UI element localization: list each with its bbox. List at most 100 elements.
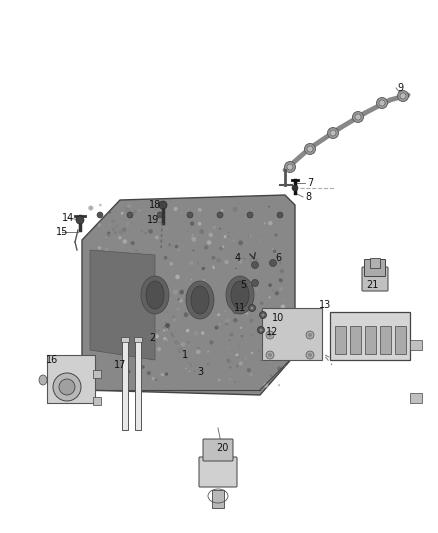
Circle shape [353,111,364,123]
Circle shape [126,260,131,264]
Circle shape [187,302,188,303]
Circle shape [208,233,213,237]
Circle shape [159,278,161,281]
Circle shape [261,313,265,317]
Circle shape [180,212,182,214]
Circle shape [151,341,152,342]
Circle shape [242,309,244,310]
Circle shape [126,345,131,350]
Circle shape [169,262,173,266]
Circle shape [226,346,229,349]
Circle shape [145,338,148,341]
Bar [93,397,101,405]
Circle shape [165,373,168,376]
Ellipse shape [146,281,164,309]
Circle shape [233,277,236,280]
Circle shape [236,365,238,367]
Circle shape [251,350,253,352]
Bar [262,308,322,360]
Circle shape [134,262,138,267]
Circle shape [179,298,183,303]
Circle shape [276,312,281,317]
Circle shape [259,311,266,319]
Circle shape [276,323,279,326]
Circle shape [225,322,229,325]
Circle shape [191,279,192,280]
Bar [330,312,410,360]
Circle shape [233,311,237,315]
Circle shape [284,299,286,300]
Circle shape [306,331,314,339]
Circle shape [304,143,315,155]
Circle shape [118,331,121,334]
Circle shape [125,299,127,302]
Bar [370,258,380,268]
Circle shape [139,210,140,211]
Text: 13: 13 [319,300,331,310]
Circle shape [167,385,169,387]
Circle shape [171,298,172,300]
Circle shape [155,379,157,381]
Circle shape [98,223,101,227]
Circle shape [328,127,339,139]
Circle shape [212,266,215,269]
Circle shape [279,350,283,354]
Circle shape [177,308,180,310]
Circle shape [280,269,284,273]
Circle shape [269,374,272,377]
Circle shape [106,280,107,281]
Circle shape [400,93,406,99]
Circle shape [330,130,336,136]
Circle shape [196,350,201,354]
Circle shape [231,284,234,287]
Circle shape [125,222,130,226]
Circle shape [141,365,145,369]
Circle shape [188,370,191,373]
Circle shape [155,334,159,338]
Circle shape [287,164,293,170]
Circle shape [100,255,102,257]
Circle shape [283,365,286,367]
Circle shape [248,302,253,306]
Circle shape [398,91,409,101]
Circle shape [107,231,110,235]
Circle shape [116,224,119,228]
Circle shape [110,274,115,279]
Circle shape [208,235,212,238]
Text: 4: 4 [235,253,241,263]
Circle shape [224,235,227,238]
Circle shape [193,331,198,336]
Circle shape [187,231,188,232]
Circle shape [127,212,133,218]
Circle shape [99,204,102,206]
Circle shape [123,360,127,364]
Circle shape [238,348,239,350]
Circle shape [164,256,167,260]
Circle shape [221,209,223,212]
Circle shape [97,212,103,218]
Circle shape [149,314,151,315]
Circle shape [250,257,252,261]
Circle shape [264,222,266,224]
Bar [365,326,376,354]
Circle shape [172,315,175,319]
Circle shape [226,359,231,363]
Circle shape [115,328,117,330]
Circle shape [97,241,99,243]
Circle shape [140,263,142,265]
Text: 11: 11 [234,303,246,313]
Circle shape [240,327,242,329]
Circle shape [161,220,165,224]
Circle shape [212,256,215,260]
Circle shape [147,279,148,280]
Circle shape [216,258,221,263]
Circle shape [260,360,261,361]
Circle shape [185,293,190,298]
Circle shape [219,246,223,251]
Circle shape [217,212,223,218]
Circle shape [143,324,147,328]
Circle shape [259,316,262,318]
Circle shape [248,304,255,311]
Circle shape [123,239,127,244]
Circle shape [177,249,180,252]
